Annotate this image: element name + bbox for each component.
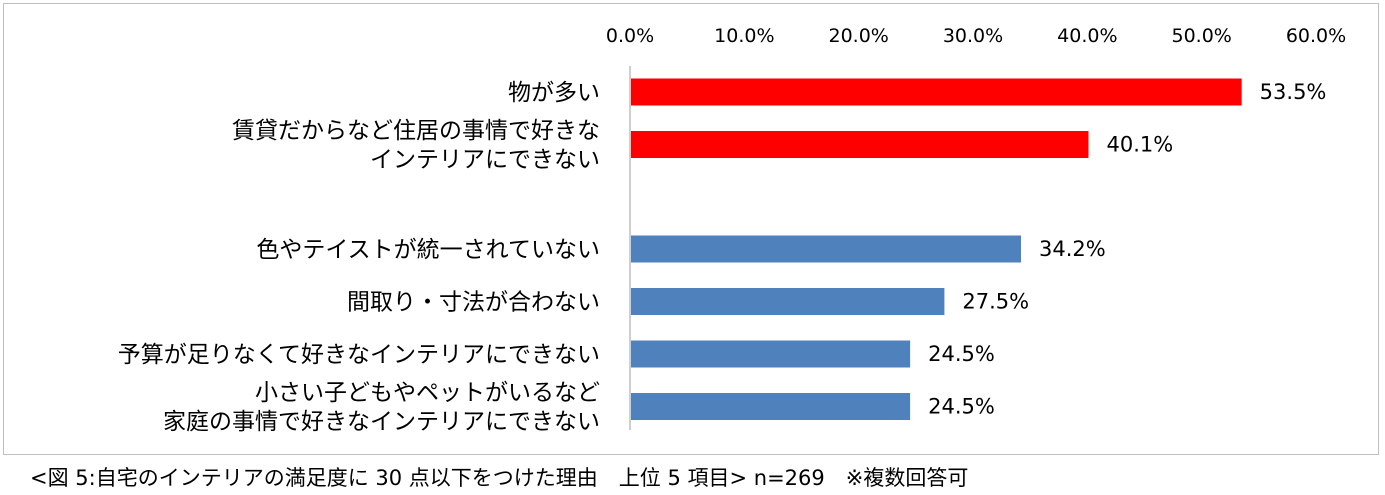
data-label: 27.5%: [962, 290, 1029, 314]
chart-frame: 0.0% 10.0% 20.0% 30.0% 40.0% 50.0% 60.0% 53.5% 物…: [3, 3, 1379, 455]
data-label: 40.1%: [1106, 133, 1173, 157]
bar-chart: 0.0% 10.0% 20.0% 30.0% 40.0% 50.0% 60.0% 53.5% 物…: [118, 25, 1346, 435]
data-label: 53.5%: [1260, 80, 1327, 104]
category-label: 小さい子どもやペットがいるなど: [255, 380, 600, 406]
bar: [631, 131, 1089, 158]
x-tick-label: 20.0%: [828, 25, 888, 47]
bar: [631, 288, 945, 315]
data-label: 34.2%: [1039, 237, 1106, 261]
bar: [631, 393, 911, 420]
x-tick-label: 50.0%: [1171, 25, 1231, 47]
x-tick-label: 0.0%: [606, 25, 654, 47]
x-tick-label: 30.0%: [943, 25, 1003, 47]
category-label: 家庭の事情で好きなインテリアにできない: [163, 409, 600, 435]
category-label: 物が多い: [508, 80, 600, 106]
x-tick-label: 40.0%: [1057, 25, 1117, 47]
category-label: 賃貸だからなど住居の事情で好きな: [232, 118, 600, 144]
data-label: 24.5%: [928, 342, 995, 366]
category-label: インテリアにできない: [370, 147, 600, 173]
figure-caption: <図 5:自宅のインテリアの満足度に 30 点以下をつけた理由 上位 5 項目>…: [30, 466, 969, 490]
data-label: 24.5%: [928, 395, 995, 419]
bar: [631, 78, 1242, 106]
bar: [631, 235, 1022, 263]
category-label: 間取り・寸法が合わない: [347, 290, 600, 316]
x-tick-label: 10.0%: [714, 25, 774, 47]
x-tick-label: 60.0%: [1286, 25, 1346, 47]
bar: [631, 340, 911, 368]
category-label: 予算が足りなくて好きなインテリアにできない: [118, 342, 600, 368]
category-label: 色やテイストが統一されていない: [256, 237, 600, 263]
